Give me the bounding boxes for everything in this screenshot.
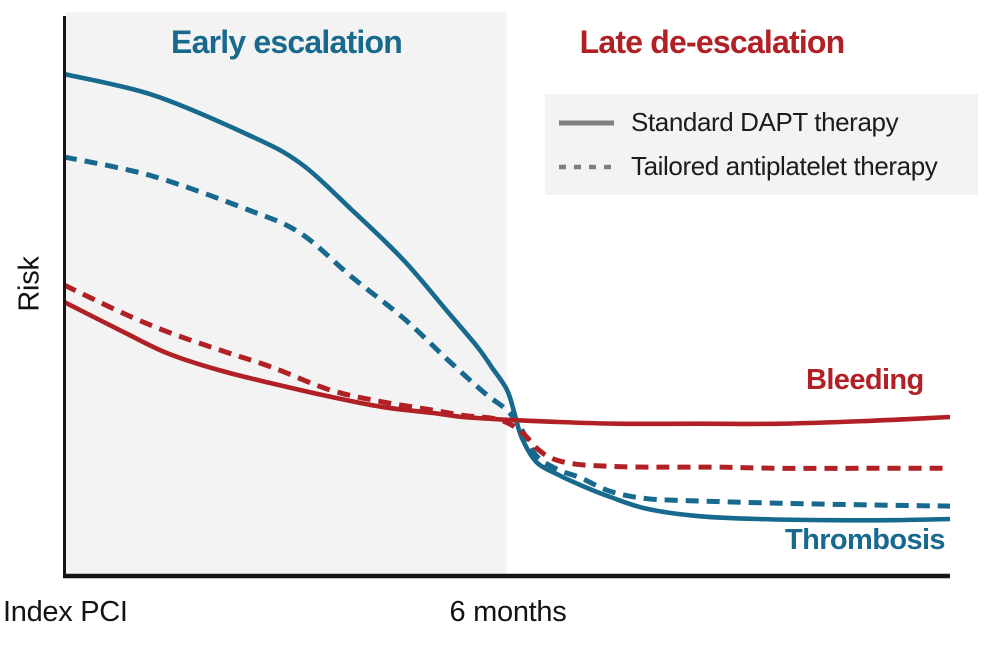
thrombosis-curve-label: Thrombosis [785,524,946,556]
legend-label-standard: Standard DAPT therapy [631,107,899,137]
y-axis-label-risk: Risk [13,256,46,312]
x-tick-6-months: 6 months [449,596,567,628]
early-escalation-title: Early escalation [171,24,403,60]
legend-item-standard: Standard DAPT therapy [558,107,978,138]
early-phase-shaded-region [66,12,507,574]
legend-item-tailored: Tailored antiplatelet therapy [558,151,978,182]
late-de-escalation-title: Late de-escalation [579,24,846,60]
curve-thrombosis-standard [63,71,951,523]
curve-thrombosis-tailored [63,154,951,509]
legend: Standard DAPT therapy Tailored antiplate… [545,94,978,195]
x-tick-index-pci: Index PCI [3,596,128,628]
bleeding-curve-label: Bleeding [806,364,924,396]
curve-bleeding-tailored [62,282,950,471]
solid-line-swatch-icon [559,120,614,125]
dashed-line-swatch-icon [559,164,614,169]
legend-label-tailored: Tailored antiplatelet therapy [631,151,938,181]
curve-bleeding-standard [62,299,951,427]
risk-curves [62,71,951,523]
